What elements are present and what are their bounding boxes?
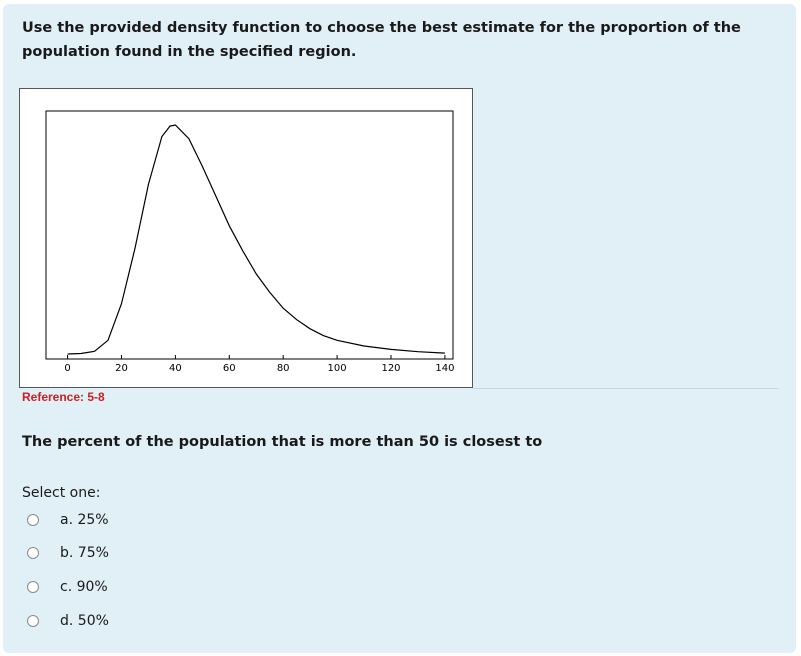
- x-axis-ticks: 0 20 40 60 80 100 120 140: [64, 355, 454, 374]
- option-c[interactable]: c. 90%: [27, 576, 108, 598]
- radio-d[interactable]: [27, 615, 39, 627]
- question-text: Use the provided density function to cho…: [22, 20, 741, 60]
- question-panel: Use the provided density function to cho…: [3, 4, 796, 653]
- density-plot-figure: 0 20 40 60 80 100 120 140: [19, 88, 473, 388]
- x-tick-label-140: 140: [435, 363, 454, 374]
- radio-c[interactable]: [27, 581, 39, 593]
- option-a[interactable]: a. 25%: [27, 509, 109, 531]
- plot-area: [45, 110, 454, 360]
- select-one-label: Select one:: [22, 485, 101, 501]
- option-d-label[interactable]: d. 50%: [60, 613, 109, 629]
- density-curve: [67, 124, 445, 355]
- x-tick-label-20: 20: [115, 363, 128, 374]
- option-b[interactable]: b. 75%: [27, 542, 109, 564]
- density-plot: 0 20 40 60 80 100 120 140: [45, 110, 454, 374]
- question-prompt: The percent of the population that is mo…: [22, 434, 543, 450]
- option-c-label[interactable]: c. 90%: [60, 579, 108, 595]
- reference-label: Reference: 5-8: [22, 390, 105, 404]
- x-tick-label-60: 60: [223, 363, 236, 374]
- x-tick-label-0: 0: [64, 363, 70, 374]
- x-tick-label-120: 120: [381, 363, 400, 374]
- option-b-label[interactable]: b. 75%: [60, 545, 109, 561]
- option-d[interactable]: d. 50%: [27, 610, 109, 632]
- divider: [473, 388, 779, 389]
- option-a-label[interactable]: a. 25%: [60, 512, 109, 528]
- radio-a[interactable]: [27, 514, 39, 526]
- radio-b[interactable]: [27, 547, 39, 559]
- x-tick-label-80: 80: [277, 363, 290, 374]
- x-tick-label-40: 40: [169, 363, 182, 374]
- x-tick-label-100: 100: [328, 363, 347, 374]
